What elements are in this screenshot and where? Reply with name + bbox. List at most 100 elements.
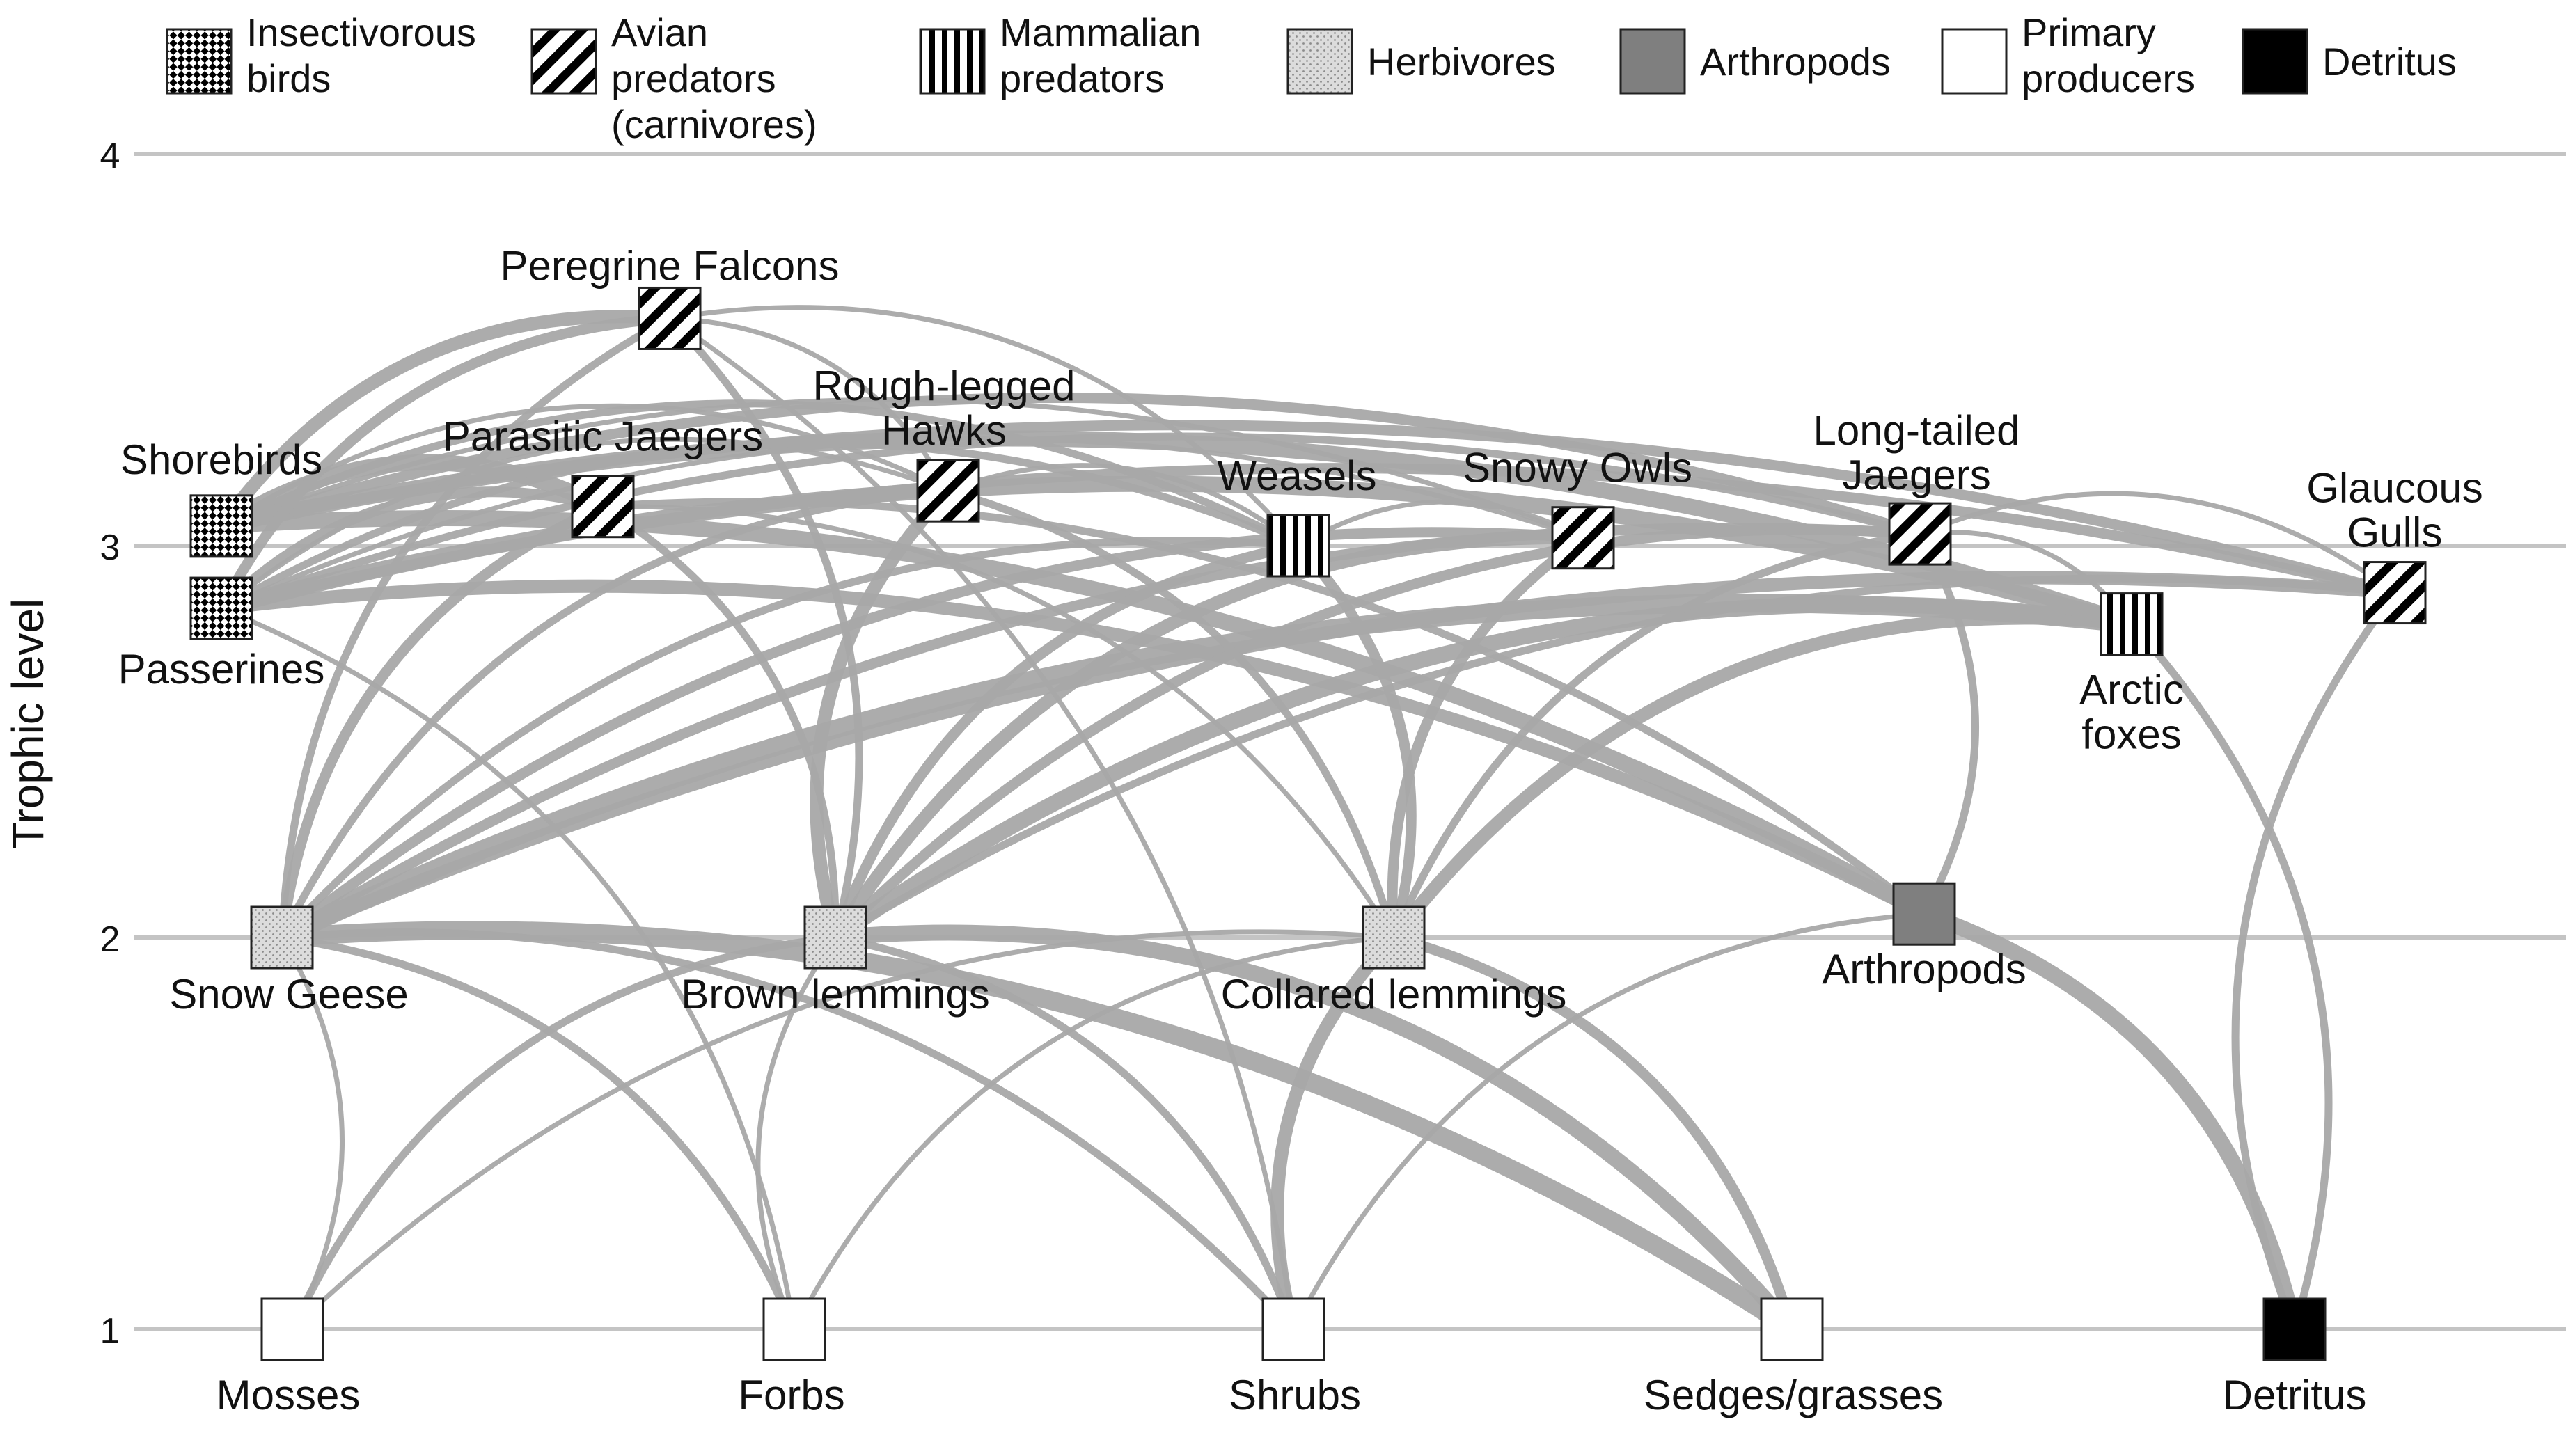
- legend-label-insectivorous: Insectivorous birds: [246, 10, 476, 100]
- link-collaredlemmings-to-arcticfoxes: [1387, 611, 2139, 944]
- legend-label-arthropod: Arthropods: [1700, 40, 1891, 84]
- node-label-brownlemmings: Brown lemmings: [681, 971, 989, 1018]
- node-marker-sedges: [1760, 1297, 1824, 1361]
- node-marker-arthropods: [1892, 882, 1956, 946]
- node-label-arthropods: Arthropods: [1822, 946, 2026, 992]
- legend-label-line: producers: [2022, 56, 2195, 100]
- node-label-peregrine: Peregrine Falcons: [501, 242, 840, 289]
- node-peregrine: Peregrine Falcons: [501, 242, 840, 350]
- node-label-line: Collared lemmings: [1221, 971, 1567, 1018]
- legend-swatch-insectivorous: [166, 28, 233, 95]
- node-label-line: foxes: [2081, 711, 2181, 758]
- node-marker-snowyowls: [1551, 506, 1615, 570]
- legend-label-mammalian: Mammalian predators: [1000, 10, 1201, 100]
- legend-swatch-detritus: [2242, 28, 2308, 95]
- legend-label-line: predators: [611, 56, 776, 100]
- legend-label-line: Avian: [611, 10, 708, 54]
- legend-item-producer: Primary producers: [1941, 10, 2195, 100]
- link-shorebirds-to-longtailed: [216, 392, 1926, 539]
- node-label-arcticfoxes: Arctic foxes: [2079, 667, 2184, 758]
- species-nodes: Peregrine Falcons Shorebirds Passerines Par…: [118, 242, 2483, 1418]
- legend-swatch-mammalian: [919, 28, 986, 95]
- link-weasels-to-snowyowls: [1296, 499, 1586, 548]
- node-marker-arcticfoxes: [2100, 592, 2164, 656]
- link-snowgeese-to-weasels: [278, 537, 1302, 942]
- link-shorebirds-to-glaucous: [216, 420, 2400, 599]
- node-marker-snowgeese: [250, 905, 314, 970]
- legend-label-producer: Primary producers: [2022, 10, 2195, 100]
- legend-swatch-avian: [530, 28, 597, 95]
- link-snowgeese-to-longtailed: [276, 523, 1926, 943]
- link-forbs-to-passerines: [219, 606, 797, 1332]
- link-shorebirds-to-peregrine: [214, 310, 677, 533]
- legend-item-avian: Avian predators (carnivores): [530, 10, 817, 146]
- node-mosses: Mosses: [217, 1297, 361, 1418]
- node-label-line: Hawks: [881, 407, 1007, 454]
- node-parasitic: Parasitic Jaegers: [443, 413, 763, 539]
- node-label-parasitic: Parasitic Jaegers: [443, 413, 763, 460]
- legend-item-herbivore: Herbivores: [1286, 28, 1556, 95]
- link-brownlemmings-to-arcticfoxes: [827, 596, 2140, 946]
- legend-item-mammalian: Mammalian predators: [919, 10, 1201, 100]
- link-brownlemmings-to-weasels: [830, 540, 1304, 943]
- node-label-line: Jaegers: [1842, 452, 1990, 498]
- link-brownlemmings-to-parasitic: [599, 503, 840, 942]
- legend-swatch-herbivore: [1286, 28, 1353, 95]
- link-forbs-to-snowgeese: [278, 933, 798, 1334]
- node-collaredlemmings: Collared lemmings: [1221, 905, 1567, 1018]
- node-longtailed: Long-tailed Jaegers: [1813, 407, 2020, 566]
- node-marker-parasitic: [571, 475, 635, 539]
- link-mosses-to-collaredlemmings: [290, 929, 1396, 1332]
- node-label-line: Gulls: [2347, 509, 2443, 556]
- node-marker-mosses: [260, 1297, 324, 1361]
- node-label-line: Snowy Owls: [1463, 445, 1692, 491]
- node-shrubs: Shrubs: [1229, 1297, 1361, 1418]
- node-forbs: Forbs: [738, 1297, 845, 1418]
- node-passerines: Passerines: [118, 576, 325, 693]
- node-label-line: Rough-legged: [813, 363, 1076, 409]
- legend-label-avian: Avian predators (carnivores): [611, 10, 817, 146]
- node-arthropods: Arthropods: [1822, 882, 2026, 992]
- node-marker-peregrine: [638, 286, 702, 350]
- legend-swatch-arthropod: [1619, 28, 1686, 95]
- node-label-line: Arthropods: [1822, 946, 2026, 992]
- link-collaredlemmings-to-roughlegged: [944, 486, 1398, 942]
- node-brownlemmings: Brown lemmings: [681, 905, 990, 1018]
- node-label-roughlegged: Rough-legged Hawks: [813, 363, 1076, 454]
- node-label-passerines: Passerines: [118, 646, 325, 693]
- node-marker-forbs: [762, 1297, 826, 1361]
- node-label-line: Shrubs: [1229, 1372, 1361, 1418]
- link-brownlemmings-to-peregrine: [666, 314, 863, 942]
- link-peregrine-to-roughlegged: [667, 315, 951, 493]
- link-collaredlemmings-to-snowyowls: [1387, 532, 1589, 943]
- link-arthropods-to-longtailed: [1916, 530, 1979, 918]
- legend-label-line: birds: [246, 56, 331, 100]
- legend-item-insectivorous: Insectivorous birds: [166, 10, 476, 100]
- node-glaucous: Glaucous Gulls: [2306, 465, 2483, 625]
- node-label-glaucous: Glaucous Gulls: [2306, 465, 2482, 556]
- legend-item-arthropod: Arthropods: [1619, 28, 1891, 95]
- node-label-weasels: Weasels: [1218, 452, 1377, 499]
- node-label-line: Shorebirds: [120, 436, 322, 483]
- axis-title: Trophic level: [3, 599, 53, 849]
- node-label-line: Forbs: [738, 1372, 844, 1418]
- node-label-forbs: Forbs: [738, 1372, 844, 1418]
- legend-item-detritus: Detritus: [2242, 28, 2457, 95]
- axis-tick-3: 3: [100, 528, 120, 568]
- link-brownlemmings-to-glaucous: [831, 574, 2399, 942]
- feeding-links: [213, 305, 2402, 1339]
- node-snowyowls: Snowy Owls: [1463, 445, 1692, 570]
- node-label-line: Snow Geese: [169, 971, 409, 1018]
- link-glaucous-to-longtailed: [1917, 491, 2398, 596]
- node-label-snowgeese: Snow Geese: [169, 971, 409, 1018]
- node-label-line: Peregrine Falcons: [501, 242, 840, 289]
- node-label-collaredlemmings: Collared lemmings: [1221, 971, 1567, 1018]
- node-marker-shrubs: [1261, 1297, 1325, 1361]
- node-label-line: Long-tailed: [1813, 407, 2020, 454]
- link-sedges-to-collaredlemmings: [1388, 932, 1797, 1335]
- axis-tick-4: 4: [100, 136, 120, 176]
- link-arthropods-to-shorebirds: [213, 510, 1933, 922]
- node-marker-roughlegged: [916, 459, 980, 523]
- node-sedges: Sedges/grasses: [1644, 1297, 1943, 1418]
- node-label-mosses: Mosses: [217, 1372, 361, 1418]
